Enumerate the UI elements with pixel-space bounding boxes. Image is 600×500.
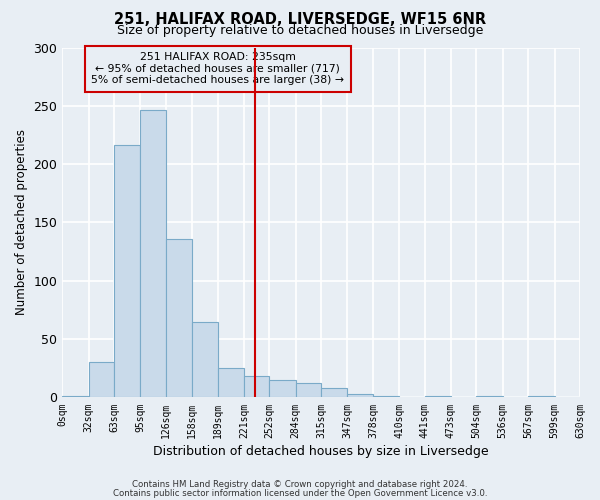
Bar (140, 110, 166, 398)
Bar (62, 396, 89, 398)
X-axis label: Distribution of detached houses by size in Liversedge: Distribution of detached houses by size … (154, 444, 489, 458)
Bar (321, 388, 347, 398)
Text: Contains public sector information licensed under the Open Government Licence v3: Contains public sector information licen… (113, 488, 487, 498)
Bar (373, 396, 399, 398)
Bar (476, 396, 503, 398)
Y-axis label: Number of detached properties: Number of detached properties (15, 130, 28, 316)
Bar (269, 380, 296, 398)
Text: 251, HALIFAX ROAD, LIVERSEDGE, WF15 6NR: 251, HALIFAX ROAD, LIVERSEDGE, WF15 6NR (114, 12, 486, 28)
Bar (296, 384, 321, 398)
Text: Contains HM Land Registry data © Crown copyright and database right 2024.: Contains HM Land Registry data © Crown c… (132, 480, 468, 489)
Text: 251 HALIFAX ROAD: 235sqm
← 95% of detached houses are smaller (717)
5% of semi-d: 251 HALIFAX ROAD: 235sqm ← 95% of detach… (91, 52, 344, 86)
Bar (425, 396, 451, 398)
Bar (244, 376, 269, 398)
Bar (114, 146, 140, 398)
Bar (218, 368, 244, 398)
Bar (192, 322, 218, 398)
Bar (89, 362, 114, 398)
Bar (166, 239, 192, 398)
Bar (528, 396, 554, 398)
Text: Size of property relative to detached houses in Liversedge: Size of property relative to detached ho… (117, 24, 483, 37)
Bar (347, 394, 373, 398)
